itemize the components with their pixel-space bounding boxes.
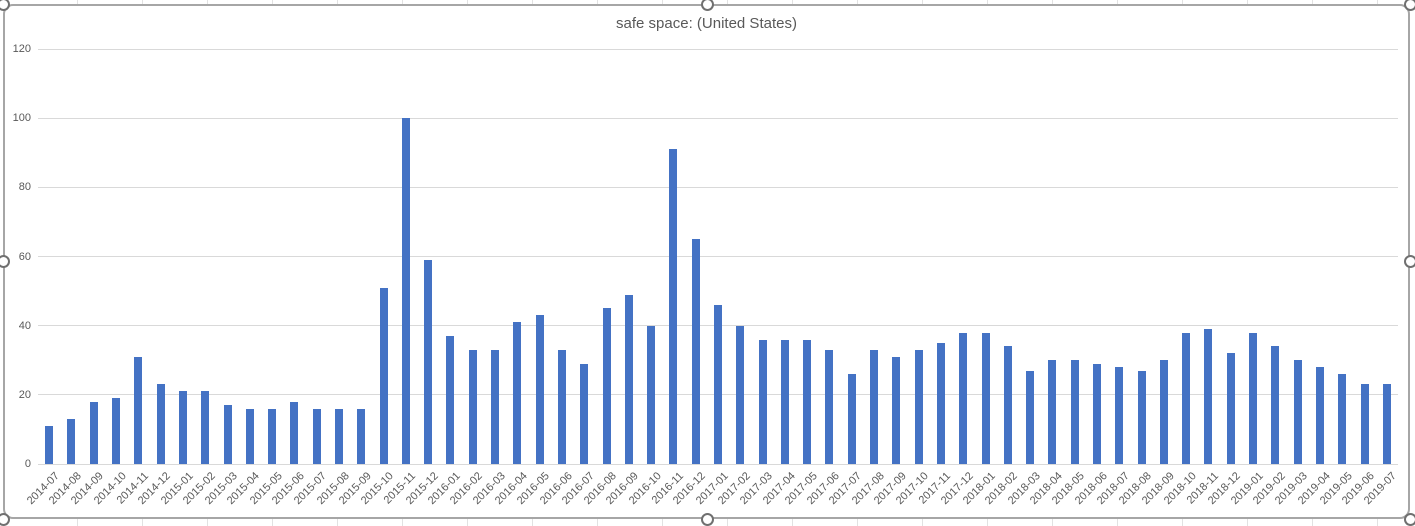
selection-handle-bottom-left[interactable] bbox=[0, 513, 10, 526]
bar[interactable] bbox=[914, 349, 923, 464]
bar[interactable] bbox=[334, 408, 343, 464]
bar[interactable] bbox=[178, 391, 187, 464]
bar[interactable] bbox=[1249, 332, 1258, 464]
bar[interactable] bbox=[1271, 346, 1280, 464]
bar[interactable] bbox=[1048, 360, 1057, 464]
selection-handle-middle-left[interactable] bbox=[0, 255, 10, 268]
bar[interactable] bbox=[1159, 360, 1168, 464]
bar[interactable] bbox=[959, 332, 968, 464]
bar[interactable] bbox=[424, 259, 433, 464]
bar[interactable] bbox=[1003, 346, 1012, 464]
bar[interactable] bbox=[602, 308, 611, 464]
selection-handle-top-left[interactable] bbox=[0, 0, 10, 11]
bar[interactable] bbox=[780, 339, 789, 464]
bar[interactable] bbox=[624, 294, 633, 464]
bar[interactable] bbox=[401, 118, 410, 464]
bar[interactable] bbox=[870, 349, 879, 464]
bar[interactable] bbox=[1093, 363, 1102, 464]
y-tick-label: 20 bbox=[18, 388, 31, 401]
bar[interactable] bbox=[89, 401, 98, 464]
bar[interactable] bbox=[1026, 370, 1035, 464]
bar[interactable] bbox=[647, 325, 656, 464]
bar[interactable] bbox=[1226, 353, 1235, 464]
bar[interactable] bbox=[892, 356, 901, 464]
bar[interactable] bbox=[1338, 374, 1347, 464]
y-tick-label: 120 bbox=[12, 43, 31, 55]
bar[interactable] bbox=[112, 398, 121, 464]
bar[interactable] bbox=[223, 405, 232, 464]
bar[interactable] bbox=[535, 315, 544, 464]
bar[interactable] bbox=[580, 363, 589, 464]
bar[interactable] bbox=[936, 342, 945, 464]
bar[interactable] bbox=[201, 391, 210, 464]
bar[interactable] bbox=[1315, 367, 1324, 464]
bar[interactable] bbox=[156, 384, 165, 464]
bar[interactable] bbox=[691, 239, 700, 464]
bar[interactable] bbox=[803, 339, 812, 464]
selection-handle-bottom-center[interactable] bbox=[701, 513, 714, 526]
chart-frame[interactable]: safe space: (United States) 0 20 40 60 80 100… bbox=[3, 4, 1410, 519]
bar[interactable] bbox=[491, 349, 500, 464]
bar[interactable] bbox=[268, 408, 277, 464]
plot-area[interactable]: 0 20 40 60 80 100 120 2014-07 2014-08 2014-09 2014… bbox=[13, 43, 1400, 507]
bar[interactable] bbox=[758, 339, 767, 464]
bar[interactable] bbox=[312, 408, 321, 464]
bar[interactable] bbox=[825, 349, 834, 464]
bar[interactable] bbox=[736, 325, 745, 464]
selection-handle-top-right[interactable] bbox=[1404, 0, 1415, 11]
gridline bbox=[38, 117, 1398, 119]
bar[interactable] bbox=[134, 356, 143, 464]
bar[interactable] bbox=[446, 336, 455, 464]
bar[interactable] bbox=[847, 374, 856, 464]
y-tick-label: 0 bbox=[24, 458, 31, 470]
selection-handle-top-center[interactable] bbox=[701, 0, 714, 11]
bar[interactable] bbox=[245, 408, 254, 464]
bar[interactable] bbox=[513, 322, 522, 464]
bar[interactable] bbox=[290, 401, 299, 464]
y-tick-label: 60 bbox=[18, 250, 31, 263]
bar[interactable] bbox=[1293, 360, 1302, 464]
bar[interactable] bbox=[1070, 360, 1079, 464]
selection-handle-bottom-right[interactable] bbox=[1404, 513, 1415, 526]
gridline bbox=[38, 186, 1398, 188]
selection-handle-middle-right[interactable] bbox=[1404, 255, 1415, 268]
gridline bbox=[38, 463, 1398, 465]
bar[interactable] bbox=[45, 425, 54, 464]
bar[interactable] bbox=[557, 349, 566, 464]
gridline bbox=[38, 48, 1398, 50]
bar[interactable] bbox=[67, 419, 76, 464]
gridline bbox=[38, 256, 1398, 257]
bar[interactable] bbox=[669, 149, 678, 464]
y-tick-label: 40 bbox=[18, 319, 31, 332]
bar[interactable] bbox=[981, 332, 990, 464]
bar[interactable] bbox=[1115, 367, 1124, 464]
y-tick-label: 100 bbox=[12, 112, 31, 125]
chart-title[interactable]: safe space: (United States) bbox=[616, 15, 797, 32]
bar[interactable] bbox=[1182, 332, 1191, 464]
bar[interactable] bbox=[468, 349, 477, 464]
bar[interactable] bbox=[379, 287, 388, 464]
y-tick-label: 80 bbox=[18, 181, 31, 194]
bar[interactable] bbox=[714, 304, 722, 464]
bar[interactable] bbox=[357, 408, 366, 464]
bar[interactable] bbox=[1204, 329, 1213, 464]
bar[interactable] bbox=[1382, 384, 1391, 464]
bar[interactable] bbox=[1360, 384, 1369, 464]
bar[interactable] bbox=[1137, 370, 1146, 464]
